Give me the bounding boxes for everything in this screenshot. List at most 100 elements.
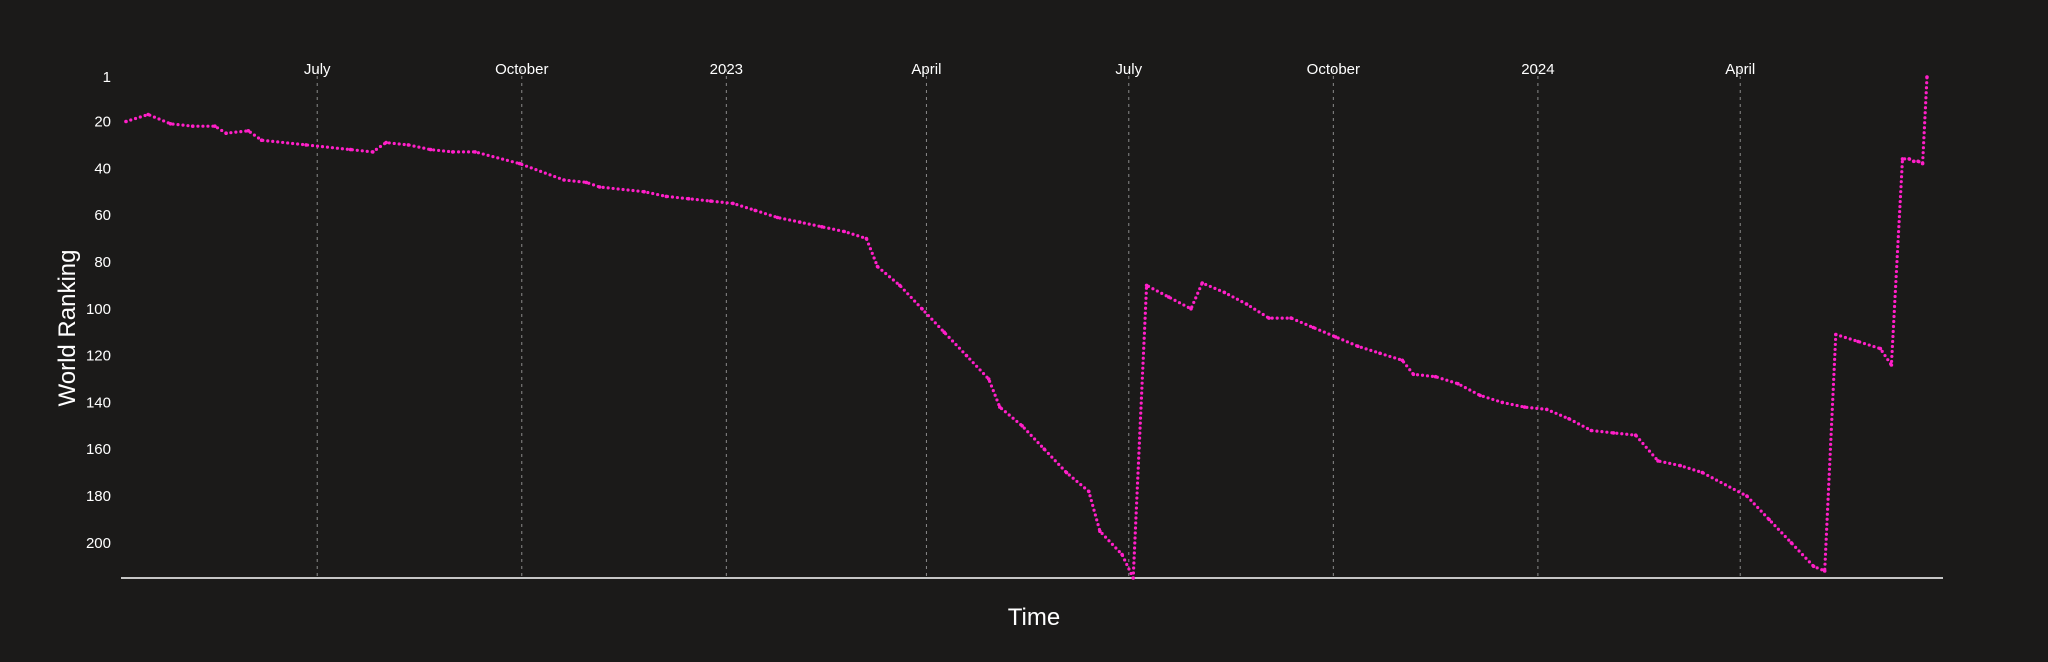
data-point [428,147,433,152]
data-point [562,178,566,182]
data-point [259,138,264,142]
data-point [942,330,946,335]
data-point [1920,161,1925,166]
x-tick-label: October [1307,61,1360,78]
x-tick-label: October [495,61,548,78]
data-point [1811,564,1816,569]
data-point [920,307,924,311]
data-point [875,264,880,269]
data-point [664,194,669,199]
data-point [384,140,388,145]
data-point [1611,431,1616,435]
data-point [753,208,757,213]
data-point [1064,470,1069,475]
data-point [1098,529,1102,533]
data-point [1656,459,1660,463]
y-tick-label: 120 [86,348,111,365]
data-point [597,185,602,189]
data-point [1589,428,1594,433]
data-point [473,150,477,154]
data-point [1400,358,1405,363]
data-point [1700,470,1705,475]
y-tick-label: 140 [86,394,111,411]
data-point [797,220,802,224]
y-tick-label: 160 [86,441,111,458]
data-point [820,225,824,229]
data-point [124,119,128,124]
x-tick-label: 2023 [710,61,743,78]
data-point [1911,159,1916,164]
y-axis-title: World Ranking [54,250,81,407]
y-tick-label: 100 [86,301,111,318]
data-point [1289,316,1293,320]
data-point [642,189,646,194]
data-point [1222,290,1227,295]
data-point [168,122,173,126]
data-point [1500,400,1505,405]
y-tick-label: 1 [103,69,111,86]
data-point [1042,447,1047,452]
data-point [1433,374,1438,379]
y-tick-label: 80 [94,254,111,271]
x-axis-title: Time [1008,604,1060,631]
data-point [1131,576,1135,580]
y-tick-label: 20 [94,113,111,130]
data-point [1900,157,1905,161]
y-tick-label: 40 [94,160,111,177]
gridlines [316,69,1741,578]
data-point [731,201,735,206]
data-point [775,215,780,220]
data-point [1267,316,1271,320]
data-point [246,129,251,133]
data-point [1878,346,1883,351]
series-line-0 [124,75,1929,580]
data-point [998,405,1002,409]
data-point [1311,325,1316,330]
data-point [964,353,969,358]
data-point [1822,569,1827,573]
data-point [1889,363,1894,367]
data-point [213,124,217,128]
data-point [1633,433,1638,438]
data-point [1356,344,1360,349]
data-point [1907,157,1911,161]
data-point [190,124,195,128]
data-point [686,196,691,201]
data-point [1120,552,1124,557]
data-point [1144,283,1149,288]
data-point [406,143,411,147]
data-point [1925,75,1929,79]
x-tick-label: July [304,61,331,78]
data-point [584,180,589,185]
y-tick-label: 180 [86,488,111,505]
x-tick-label: 2024 [1521,61,1554,78]
data-point [1411,372,1416,377]
x-tick-label: April [1725,61,1755,78]
data-point [1167,295,1171,299]
data-point [304,143,308,147]
data-point [348,147,353,152]
y-tick-label: 60 [94,207,111,224]
data-point [1333,335,1338,339]
data-point [1478,393,1482,398]
data-point [1244,302,1249,306]
y-tick-label: 200 [86,535,111,552]
data-point [898,283,902,288]
data-point [517,161,522,166]
data-point [1834,332,1838,337]
data-point [1567,417,1571,421]
data-point [146,112,150,117]
data-point [986,377,991,381]
data-point [1789,541,1794,545]
data-point [1678,463,1682,468]
x-tick-label: July [1115,61,1142,78]
data-point [1200,281,1204,285]
data-point [709,199,713,203]
x-tick-labels: July October 2023 April July October 2024 April [304,61,1755,78]
data-point [1020,424,1024,428]
data-point [451,150,455,154]
data-point [1856,339,1860,344]
data-point [1087,489,1091,494]
data-point [1378,351,1382,356]
